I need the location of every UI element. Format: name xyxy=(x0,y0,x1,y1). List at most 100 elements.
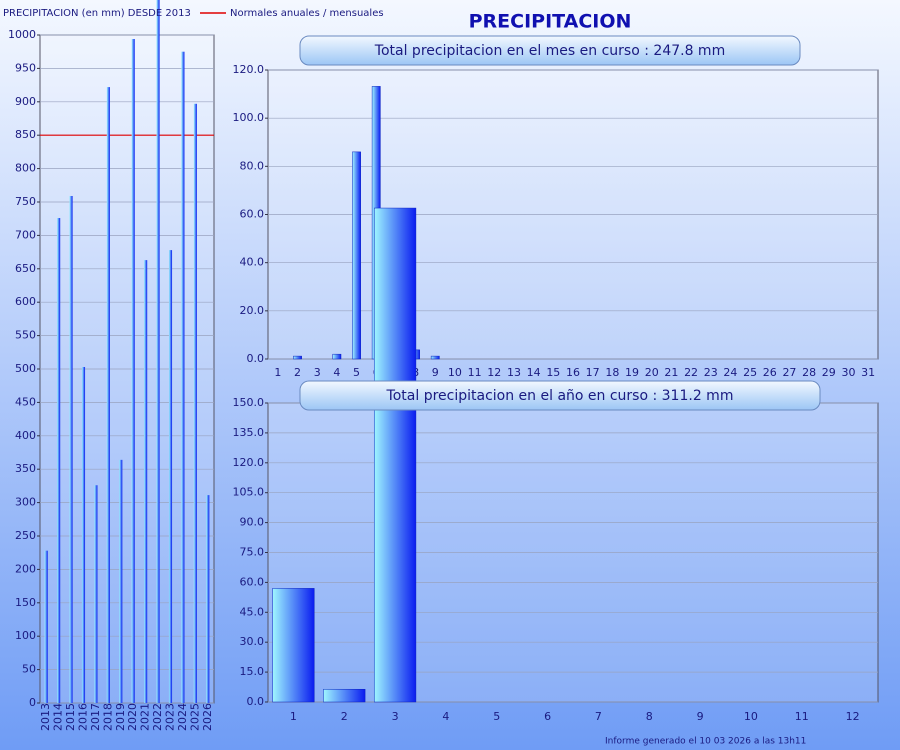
x-tick-label: 1 xyxy=(274,366,281,379)
x-tick-label: 2019 xyxy=(114,703,127,731)
x-tick-label: 11 xyxy=(468,366,482,379)
x-tick-label: 21 xyxy=(664,366,678,379)
y-tick-label: 350 xyxy=(15,462,36,475)
y-tick-label: 120.0 xyxy=(233,63,265,76)
x-tick-label: 28 xyxy=(802,366,816,379)
plots: 0 50 100 150 200 250 300 350 400 450 500 550 600 650 7… xyxy=(8,0,879,731)
x-tick-label: 13 xyxy=(507,366,521,379)
bar xyxy=(352,151,361,360)
x-tick-label: 2025 xyxy=(188,703,201,731)
y-tick-label: 0.0 xyxy=(247,695,265,708)
y-tick-label: 400 xyxy=(15,429,36,442)
bar xyxy=(44,550,48,703)
y-tick-label: 0 xyxy=(29,696,36,709)
y-tick-label: 150.0 xyxy=(233,396,265,409)
y-tick-label: 135.0 xyxy=(233,426,265,439)
overlay: PRECIPITACION PRECIPITACION (en mm) DESD… xyxy=(3,8,821,747)
x-tick-label: 25 xyxy=(743,366,757,379)
x-tick-label: 20 xyxy=(645,366,659,379)
bar xyxy=(206,495,210,703)
x-tick-label: 18 xyxy=(605,366,619,379)
x-tick-label: 3 xyxy=(392,710,399,723)
page-title: PRECIPITACION xyxy=(469,11,632,33)
y-tick-label: 650 xyxy=(15,262,36,275)
y-tick-label: 15.0 xyxy=(240,665,265,678)
x-tick-label: 29 xyxy=(822,366,836,379)
y-tick-label: 105.0 xyxy=(233,486,265,499)
x-tick-label: 2017 xyxy=(89,703,102,731)
bar xyxy=(57,218,61,704)
y-tick-label: 80.0 xyxy=(240,159,265,172)
x-tick-label: 4 xyxy=(333,366,340,379)
chart-title: PRECIPITACION (en mm) DESDE 2013 xyxy=(3,8,191,19)
y-tick-label: 950 xyxy=(15,61,36,74)
y-tick-label: 700 xyxy=(15,228,36,241)
y-tick-label: 100.0 xyxy=(233,111,265,124)
x-tick-label: 17 xyxy=(586,366,600,379)
y-tick-label: 150 xyxy=(15,596,36,609)
x-tick-label: 12 xyxy=(487,366,501,379)
y-tick-label: 800 xyxy=(15,162,36,175)
y-tick-label: 450 xyxy=(15,395,36,408)
x-tick-label: 24 xyxy=(723,366,737,379)
x-tick-label: 14 xyxy=(527,366,541,379)
bar xyxy=(373,207,417,703)
bar xyxy=(131,39,135,704)
bar xyxy=(193,103,197,703)
x-tick-label: 10 xyxy=(448,366,462,379)
y-tick-label: 300 xyxy=(15,496,36,509)
x-tick-label: 27 xyxy=(782,366,796,379)
y-tick-label: 50 xyxy=(22,663,36,676)
y-tick-label: 60.0 xyxy=(240,575,265,588)
x-tick-label: 16 xyxy=(566,366,580,379)
y-tick-label: 550 xyxy=(15,329,36,342)
x-tick-label: 2024 xyxy=(176,703,189,731)
x-tick-label: 23 xyxy=(704,366,718,379)
legend-label: Normales anuales / mensuales xyxy=(230,8,384,19)
y-tick-label: 120.0 xyxy=(233,456,265,469)
x-tick-label: 2014 xyxy=(52,703,65,731)
chart-title: Total precipitacion en el mes en curso :… xyxy=(374,43,725,59)
bar xyxy=(156,0,160,704)
x-tick-label: 2023 xyxy=(164,703,177,731)
y-tick-label: 0.0 xyxy=(247,352,265,365)
bar xyxy=(168,250,173,703)
x-tick-label: 2022 xyxy=(151,703,164,731)
bar xyxy=(69,195,73,703)
y-tick-label: 45.0 xyxy=(240,605,265,618)
x-tick-label: 5 xyxy=(493,710,500,723)
x-tick-label: 31 xyxy=(861,366,875,379)
bar xyxy=(332,353,342,360)
x-tick-label: 1 xyxy=(290,710,297,723)
x-tick-label: 2020 xyxy=(126,703,139,731)
x-tick-label: 2013 xyxy=(39,703,52,731)
bar xyxy=(430,355,440,360)
x-tick-label: 6 xyxy=(544,710,551,723)
bar xyxy=(81,366,86,703)
x-tick-label: 3 xyxy=(314,366,321,379)
x-tick-label: 2026 xyxy=(201,703,214,731)
bar xyxy=(144,260,148,703)
bar xyxy=(181,51,185,703)
x-tick-label: 15 xyxy=(546,366,560,379)
y-tick-label: 850 xyxy=(15,128,36,141)
x-tick-label: 7 xyxy=(595,710,602,723)
x-tick-label: 4 xyxy=(442,710,449,723)
x-tick-label: 8 xyxy=(646,710,653,723)
x-tick-label: 2015 xyxy=(64,703,77,731)
y-tick-label: 900 xyxy=(15,95,36,108)
y-tick-label: 100 xyxy=(15,629,36,642)
bar xyxy=(119,459,123,703)
y-tick-label: 75.0 xyxy=(240,546,265,559)
y-tick-label: 30.0 xyxy=(240,635,265,648)
footer: Informe generado el 10 03 2026 a las 13h… xyxy=(605,737,806,747)
x-tick-label: 11 xyxy=(795,710,809,723)
x-tick-label: 9 xyxy=(697,710,704,723)
x-tick-label: 2016 xyxy=(77,703,90,731)
x-tick-label: 2 xyxy=(294,366,301,379)
x-tick-label: 9 xyxy=(432,366,439,379)
x-tick-label: 5 xyxy=(353,366,360,379)
